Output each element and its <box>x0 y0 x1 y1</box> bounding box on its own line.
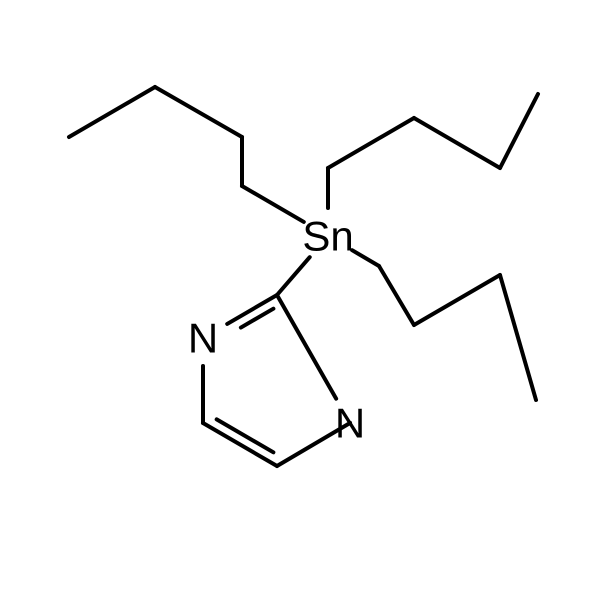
bond-line <box>379 266 414 325</box>
bond-line <box>500 94 538 168</box>
bond-line <box>414 118 500 168</box>
atom-label-n: N <box>335 400 365 447</box>
bond-line <box>352 250 379 266</box>
atom-label-n: N <box>188 315 218 362</box>
bond-line <box>277 257 310 295</box>
bond-line <box>414 275 500 325</box>
molecule-diagram: Sn N N <box>0 0 600 600</box>
bond-line <box>69 87 155 137</box>
bond-line <box>500 275 536 400</box>
atom-label-sn: Sn <box>302 213 353 260</box>
bond-line <box>203 423 277 466</box>
bond-line <box>242 186 304 222</box>
bond-line <box>328 118 414 168</box>
bond-line <box>277 295 336 399</box>
bond-line <box>155 87 242 137</box>
